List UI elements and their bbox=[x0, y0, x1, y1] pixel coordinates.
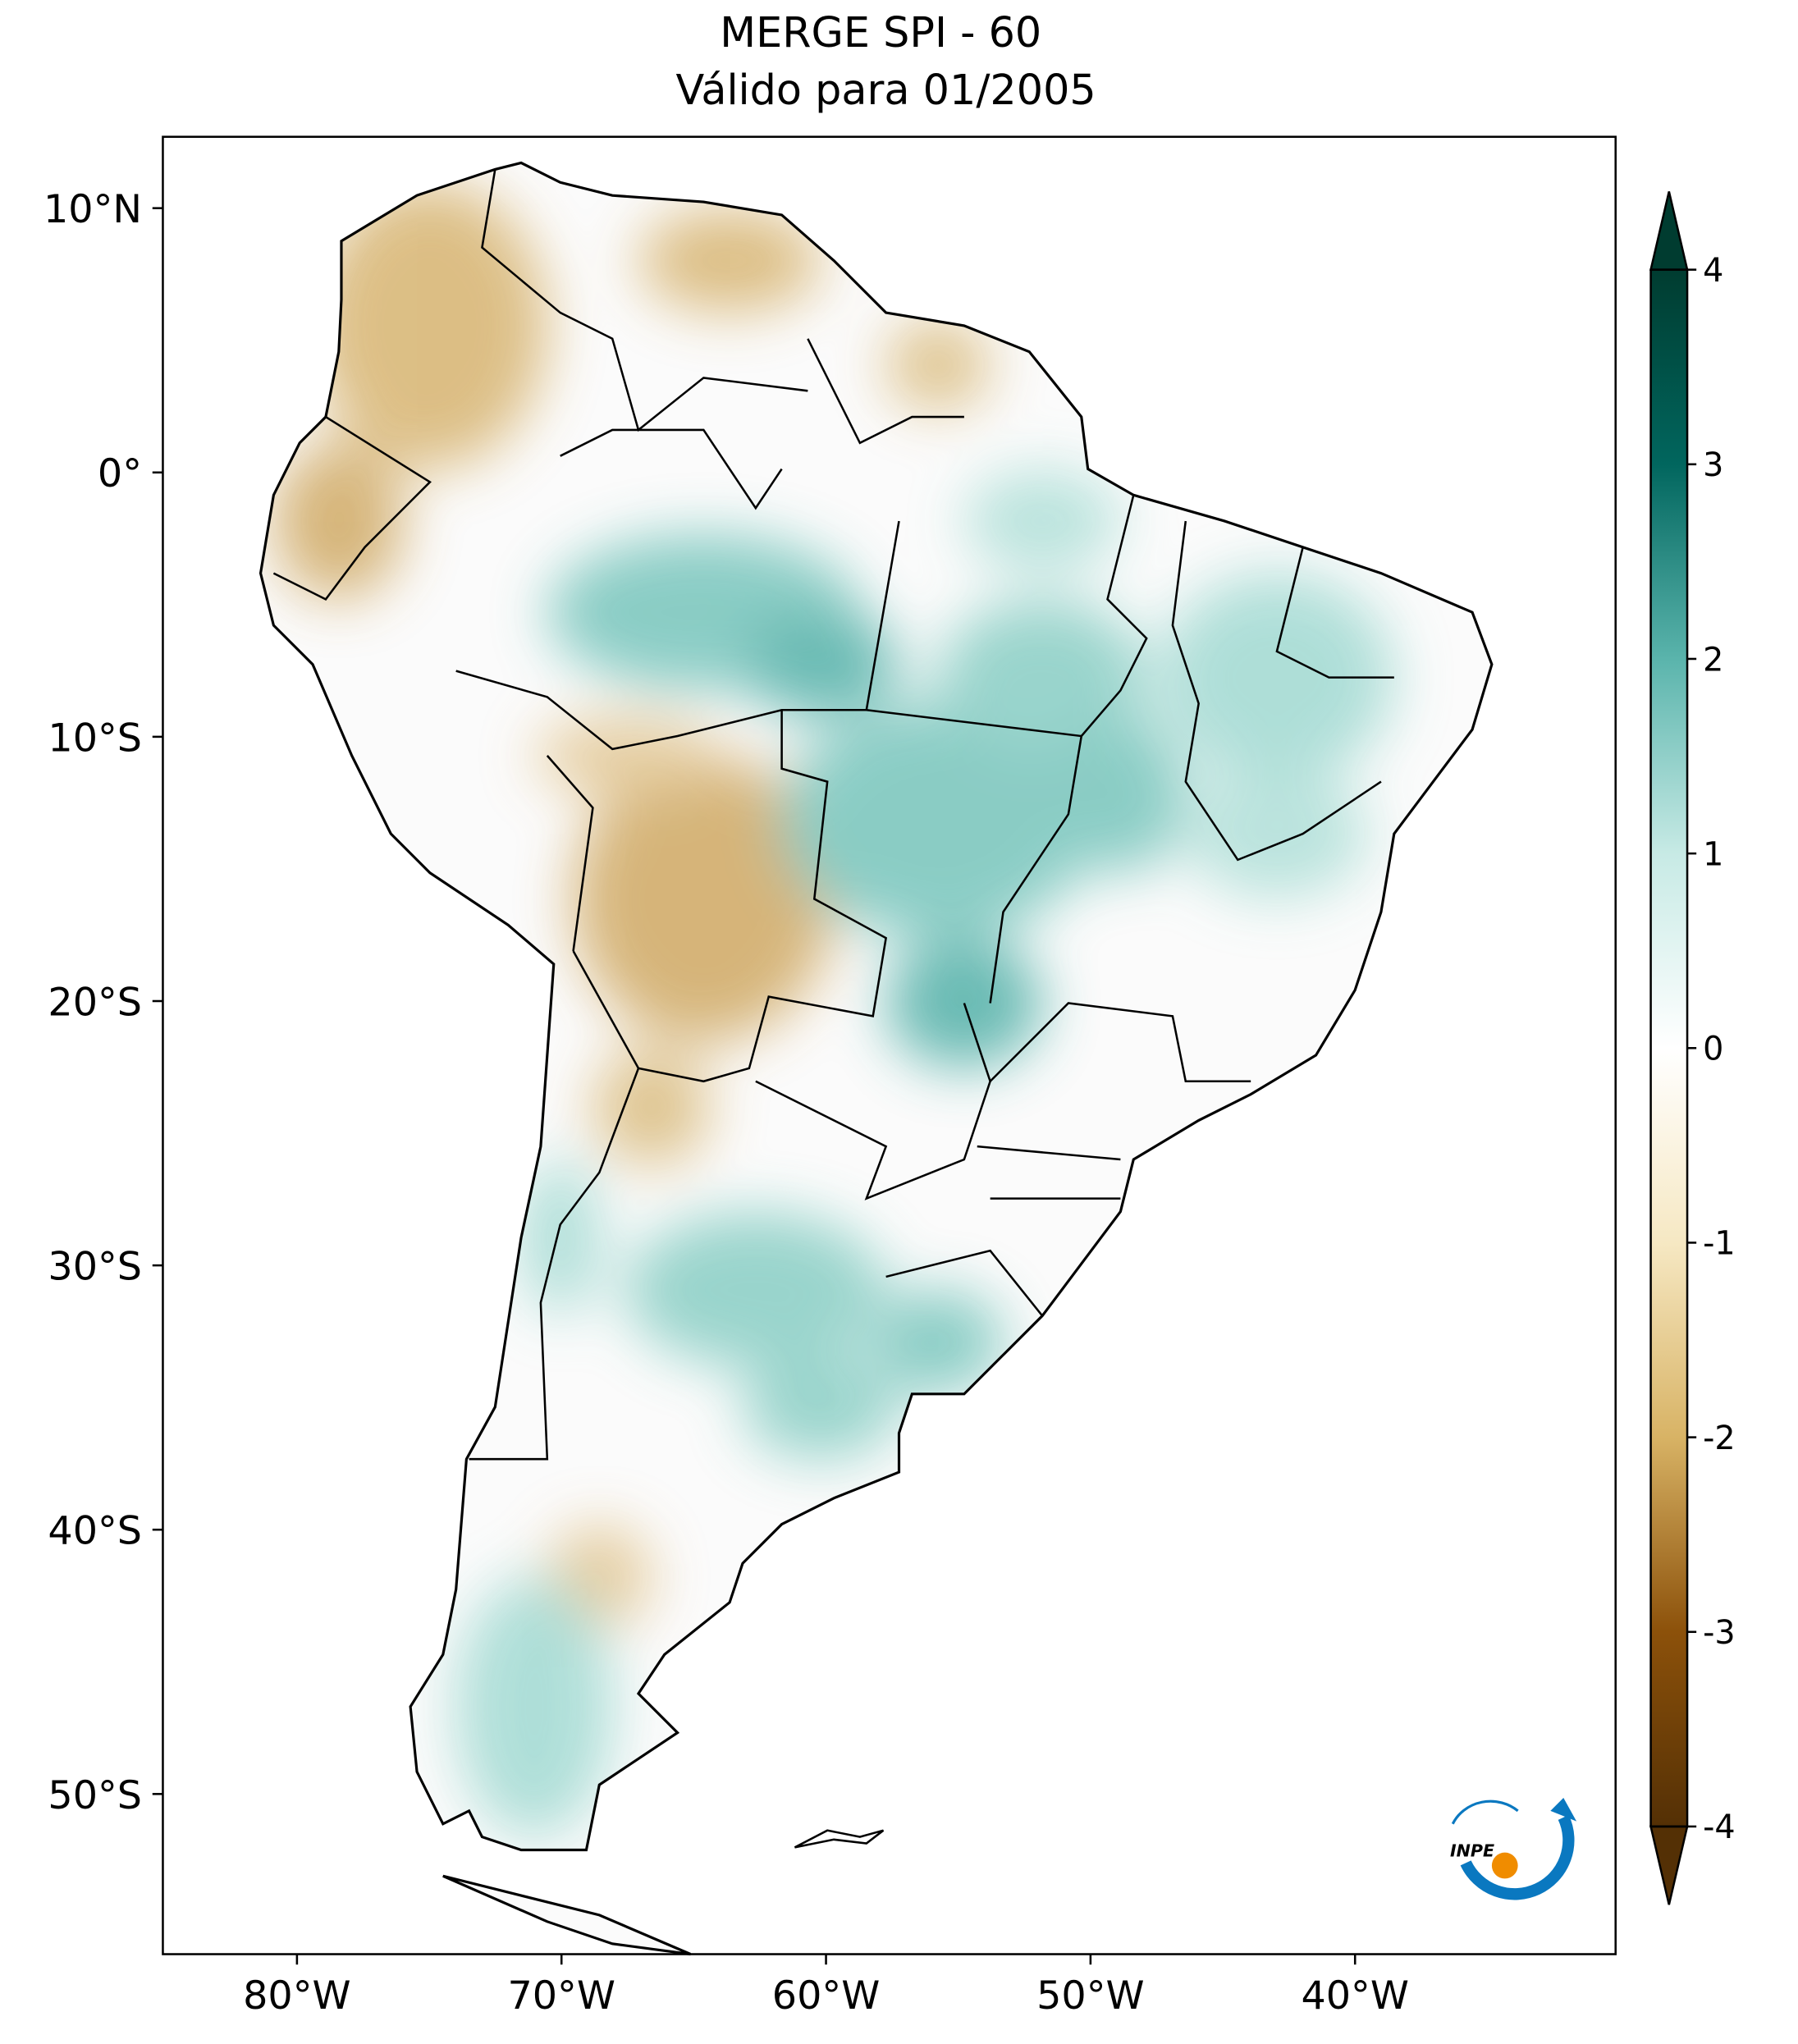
colorbar-tick-label: -4 bbox=[1703, 1809, 1736, 1846]
x-tick-label: 40°W bbox=[1301, 1973, 1409, 2019]
logo: INPE bbox=[1450, 1797, 1577, 1900]
map-title: MERGE SPI - 60 bbox=[720, 8, 1041, 57]
falklands bbox=[794, 1829, 885, 1849]
colorbar-tick-label: -2 bbox=[1703, 1420, 1736, 1457]
spi-field bbox=[260, 162, 1492, 1955]
colorbar-extend-top bbox=[1649, 191, 1689, 271]
map-frame bbox=[162, 135, 1617, 1955]
colorbar-tick-label: -1 bbox=[1703, 1225, 1736, 1263]
x-tick-label: 60°W bbox=[772, 1973, 881, 2019]
x-tick-label: 70°W bbox=[507, 1973, 615, 2019]
colorbar-tick-label: 3 bbox=[1703, 446, 1723, 484]
colorbar-tick-label: -3 bbox=[1703, 1614, 1736, 1652]
y-tick-label: 10°N bbox=[43, 187, 142, 232]
colorbar-extend-bottom bbox=[1649, 1825, 1689, 1905]
y-tick-label: 10°S bbox=[48, 716, 142, 761]
x-tick-label: 50°W bbox=[1036, 1973, 1145, 2019]
x-tick-label: 80°W bbox=[243, 1973, 351, 2019]
y-tick-label: 30°S bbox=[48, 1245, 142, 1290]
colorbar bbox=[1650, 269, 1688, 1827]
y-tick-label: 40°S bbox=[48, 1509, 142, 1554]
y-tick-label: 50°S bbox=[48, 1773, 142, 1818]
colorbar-tick-label: 0 bbox=[1703, 1031, 1723, 1068]
colorbar-tick-label: 4 bbox=[1703, 252, 1723, 290]
borders bbox=[272, 169, 1394, 1461]
colorbar-tick-label: 1 bbox=[1703, 835, 1723, 873]
colorbar-tick-label: 2 bbox=[1703, 641, 1723, 679]
y-tick-label: 0° bbox=[98, 451, 142, 496]
y-tick-label: 20°S bbox=[48, 980, 142, 1025]
logo-text: INPE bbox=[1450, 1841, 1494, 1860]
map-subtitle: Válido para 01/2005 bbox=[676, 66, 1096, 114]
